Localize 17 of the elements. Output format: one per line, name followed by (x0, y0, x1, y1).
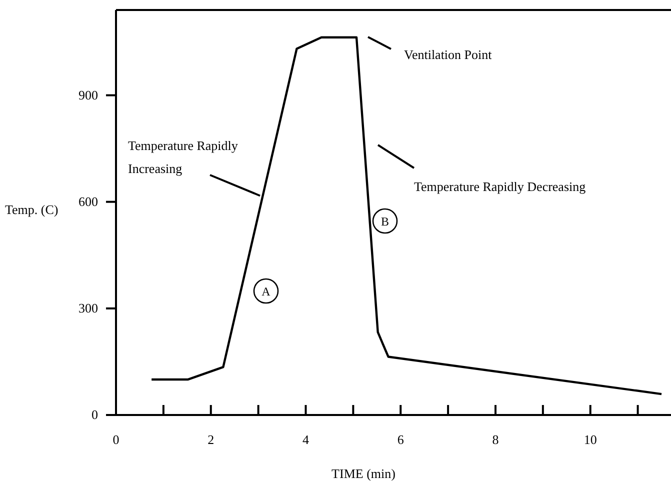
annotation: A (262, 284, 271, 298)
y-tick-label: 300 (78, 300, 98, 316)
x-tick-label: 4 (302, 432, 310, 448)
y-tick-label: 0 (92, 407, 98, 422)
y-tick-label: 900 (78, 87, 98, 102)
annotation: Ventilation Point (404, 47, 492, 62)
y-axis-title: Temp. (C) (5, 202, 58, 217)
x-tick-label: 8 (492, 432, 499, 448)
y-tick-label: 600 (78, 194, 98, 209)
annotation: Temperature Rapidly Increasing (128, 138, 238, 176)
x-tick-label: 10 (584, 432, 597, 448)
annotation: Temperature Rapidly Decreasing (414, 179, 586, 194)
annotation: B (380, 214, 390, 228)
x-tick-label: 0 (112, 432, 120, 448)
x-axis-title: TIME (min) (332, 466, 396, 481)
x-tick-label: 2 (208, 432, 214, 448)
x-tick-label: 6 (397, 432, 404, 448)
